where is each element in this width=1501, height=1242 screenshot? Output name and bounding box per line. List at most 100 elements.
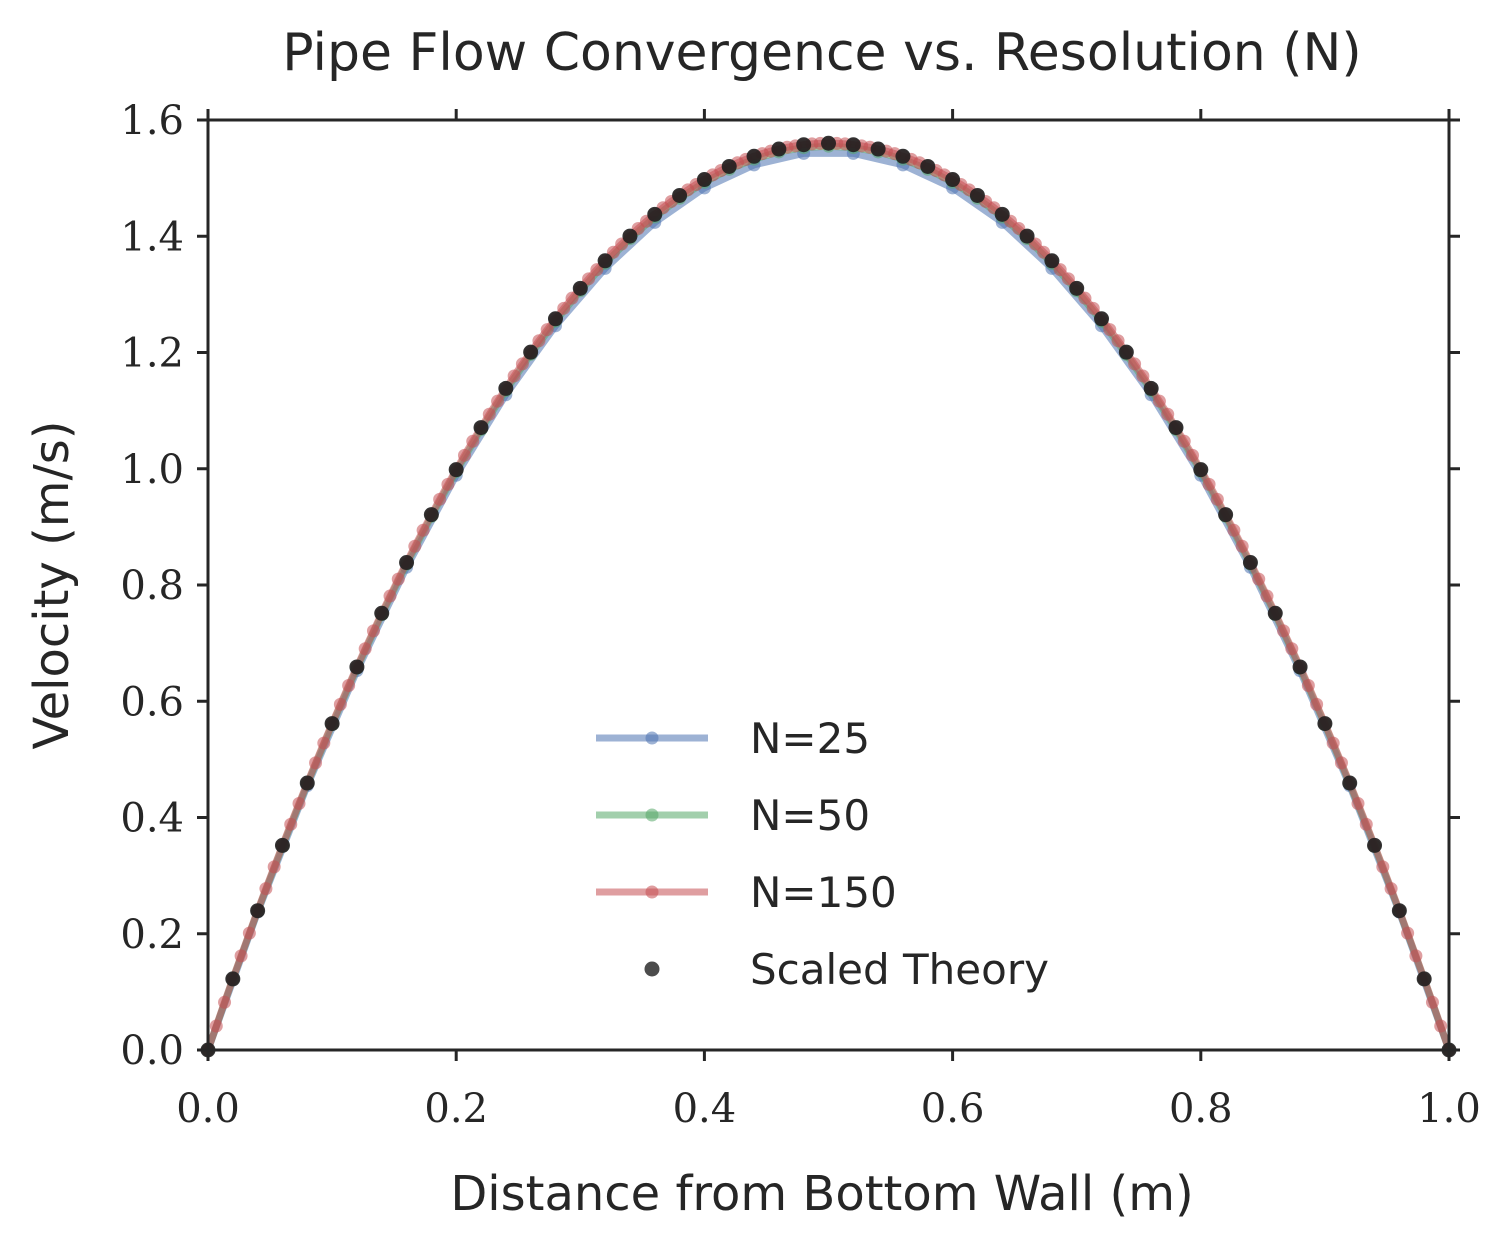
data-point [1260, 589, 1274, 603]
legend-label: Scaled Theory [750, 945, 1049, 994]
y-tick-label: 0.6 [120, 679, 184, 725]
data-point [433, 492, 447, 506]
data-point [1053, 263, 1067, 277]
legend-marker [645, 808, 659, 822]
data-point [920, 158, 936, 174]
legend-entry-scaled-theory: Scaled Theory [644, 945, 1049, 994]
data-point [582, 272, 596, 286]
data-point [218, 995, 232, 1009]
data-point [242, 926, 256, 940]
data-point [1210, 492, 1224, 506]
data-point [1227, 523, 1241, 537]
data-point [225, 971, 241, 987]
series-n-150 [201, 136, 1456, 1057]
data-point [1285, 642, 1299, 656]
x-tick-label: 0.0 [176, 1086, 240, 1132]
data-point [1078, 291, 1092, 305]
data-point [1019, 228, 1035, 244]
data-point [1310, 697, 1324, 711]
data-point [597, 253, 613, 269]
data-point [448, 462, 464, 478]
data-point [547, 311, 563, 327]
data-point [540, 323, 554, 337]
data-point [1351, 797, 1365, 811]
data-point [482, 407, 496, 421]
data-point [1376, 860, 1390, 874]
data-point [821, 135, 836, 151]
data-point [349, 659, 365, 675]
y-tick-label: 0.0 [120, 1028, 184, 1074]
y-tick-label: 1.0 [120, 447, 184, 493]
data-point [1168, 420, 1184, 436]
x-tick-label: 0.4 [673, 1086, 737, 1132]
data-point [374, 605, 390, 621]
data-point [416, 523, 430, 537]
data-point [1292, 659, 1308, 675]
data-point [491, 394, 505, 408]
data-point [1218, 507, 1234, 523]
data-point [532, 334, 546, 348]
data-point [473, 420, 489, 436]
y-tick-label: 1.4 [120, 214, 184, 260]
data-point [309, 756, 323, 770]
y-tick-label: 0.2 [120, 912, 184, 958]
data-point [1103, 323, 1117, 337]
data-point [557, 301, 571, 315]
data-point [1267, 605, 1283, 621]
legend-label: N=25 [750, 714, 870, 763]
data-point [333, 697, 347, 711]
data-point [366, 624, 380, 638]
data-point [672, 187, 688, 203]
data-point [1136, 369, 1150, 383]
data-point [1061, 272, 1075, 286]
data-point [590, 263, 604, 277]
x-tick-label: 0.6 [921, 1086, 985, 1132]
x-tick-label: 1.0 [1417, 1086, 1481, 1132]
data-point [1409, 949, 1423, 963]
legend-entry-n-150: N=150 [596, 868, 897, 917]
data-point [1359, 817, 1373, 831]
y-axis-label: Velocity (m/s) [24, 421, 80, 750]
data-point [1086, 301, 1100, 315]
x-axis-label: Distance from Bottom Wall (m) [450, 1166, 1193, 1222]
data-point [1044, 253, 1060, 269]
data-point [622, 228, 638, 244]
data-point [1202, 477, 1216, 491]
data-point [292, 797, 306, 811]
data-point [1177, 434, 1191, 448]
data-point [1118, 344, 1134, 360]
y-tick-label: 0.4 [120, 796, 184, 842]
legend-label: N=150 [750, 868, 897, 917]
data-point [1235, 539, 1249, 553]
data-point [342, 679, 356, 693]
data-point [565, 291, 579, 305]
data-point [234, 949, 248, 963]
x-tick-label: 0.8 [1169, 1086, 1233, 1132]
data-point [466, 434, 480, 448]
data-point [1186, 448, 1200, 462]
data-point [721, 158, 737, 174]
data-point [457, 448, 471, 462]
data-point [1094, 311, 1110, 327]
data-point [994, 206, 1010, 222]
data-point [1342, 775, 1358, 791]
data-point [267, 860, 281, 874]
axes: 0.0 0.2 0.4 0.6 0.8 1.0 0.0 0.2 0.4 0.6 0.8 1.0 1.2 1… [120, 98, 1480, 1132]
data-point [1425, 995, 1439, 1009]
data-point [209, 1019, 223, 1033]
legend-label: N=50 [750, 791, 870, 840]
data-point [1111, 334, 1125, 348]
data-point [1301, 679, 1315, 693]
data-point [1391, 903, 1407, 919]
data-point [317, 736, 331, 750]
data-point [796, 137, 812, 153]
data-point [771, 141, 787, 157]
data-point [299, 775, 315, 791]
data-point [945, 172, 961, 188]
data-point [870, 141, 886, 157]
data-point [250, 903, 266, 919]
plot-series [200, 135, 1457, 1058]
data-point [572, 280, 588, 296]
data-point [845, 137, 861, 153]
